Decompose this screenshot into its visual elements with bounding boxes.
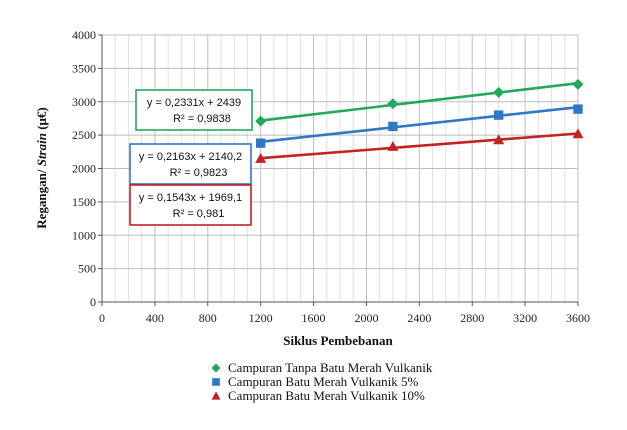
data-point-series-0 xyxy=(255,115,267,127)
equation-text: y = 0,2163x + 2140,2 xyxy=(139,151,242,163)
data-point-series-2 xyxy=(255,152,267,163)
x-tick-label: 3200 xyxy=(513,311,537,325)
r-squared-text: R² = 0,9838 xyxy=(173,113,231,125)
legend-label-series-1: Campuran Batu Merah Vulkanik 5% xyxy=(228,374,418,389)
x-tick-label: 2800 xyxy=(460,311,484,325)
data-points xyxy=(255,78,584,163)
equation-box-series-2 xyxy=(129,184,252,226)
y-tick-label: 500 xyxy=(78,262,96,276)
data-point-series-2 xyxy=(493,134,505,145)
x-tick-label: 800 xyxy=(199,311,217,325)
r-squared-text: R² = 0,9823 xyxy=(170,167,228,179)
legend-label-series-0: Campuran Tanpa Batu Merah Vulkanik xyxy=(228,360,433,375)
data-point-series-0 xyxy=(572,78,584,90)
x-axis-title: Siklus Pembebanan xyxy=(283,333,393,348)
data-point-series-2 xyxy=(572,128,584,139)
data-point-series-0 xyxy=(493,86,505,98)
equation-boxes: y = 0,2331x + 2439 R² = 0,9838 y = 0,2163x… xyxy=(129,89,253,226)
y-tick-label: 4000 xyxy=(72,28,96,42)
y-tick-label: 3500 xyxy=(72,61,96,75)
legend-marker-series-0 xyxy=(211,363,221,373)
y-axis-title: Regangan/ Strain (μ€) xyxy=(34,107,49,229)
x-tick-label: 1600 xyxy=(302,311,326,325)
x-tick-label: 2400 xyxy=(407,311,431,325)
x-tick-label: 400 xyxy=(146,311,164,325)
x-tick-label: 0 xyxy=(99,311,105,325)
y-tick-labels: 0 500 1000 1500 2000 2500 3000 3500 4000 xyxy=(72,28,102,309)
trendline-series-0 xyxy=(260,81,579,122)
equation-text: y = 0,1543x + 1969,1 xyxy=(139,192,242,204)
y-tick-label: 0 xyxy=(90,295,96,309)
y-tick-label: 1000 xyxy=(72,228,96,242)
equation-text: y = 0,2331x + 2439 xyxy=(147,97,241,109)
y-axis-title-main: Regangan/ xyxy=(34,166,49,228)
trendline-series-2 xyxy=(260,132,579,160)
y-axis-title-unit: (μ€) xyxy=(34,107,49,133)
data-point-series-1 xyxy=(493,110,504,120)
y-axis-title-italic: Strain xyxy=(34,133,49,166)
legend-label-series-2: Campuran Batu Merah Vulkanik 10% xyxy=(228,388,425,403)
x-tick-labels: 0 400 800 1200 1600 2000 2400 2800 3200 3600 xyxy=(99,302,590,325)
data-point-series-0 xyxy=(387,98,399,110)
y-tick-label: 2500 xyxy=(72,128,96,142)
y-tick-label: 1500 xyxy=(72,195,96,209)
trendlines xyxy=(260,81,579,160)
data-point-series-1 xyxy=(388,121,398,132)
r-squared-text: R² = 0,981 xyxy=(173,208,225,220)
y-tick-label: 2000 xyxy=(72,162,96,176)
y-tick-label: 3000 xyxy=(72,95,96,109)
x-tick-label: 2000 xyxy=(354,311,378,325)
data-point-series-1 xyxy=(255,138,266,148)
x-tick-label: 3600 xyxy=(566,311,590,325)
legend-marker-series-2 xyxy=(211,391,221,400)
equation-box-series-0 xyxy=(135,89,253,131)
legend-marker-series-1 xyxy=(212,378,220,386)
equation-box-series-1 xyxy=(129,143,252,185)
trendline-series-1 xyxy=(260,105,579,144)
x-tick-label: 1200 xyxy=(249,311,273,325)
data-point-series-2 xyxy=(387,140,399,151)
legend: Campuran Tanpa Batu Merah VulkanikCampur… xyxy=(211,360,433,403)
data-point-series-1 xyxy=(573,104,583,114)
